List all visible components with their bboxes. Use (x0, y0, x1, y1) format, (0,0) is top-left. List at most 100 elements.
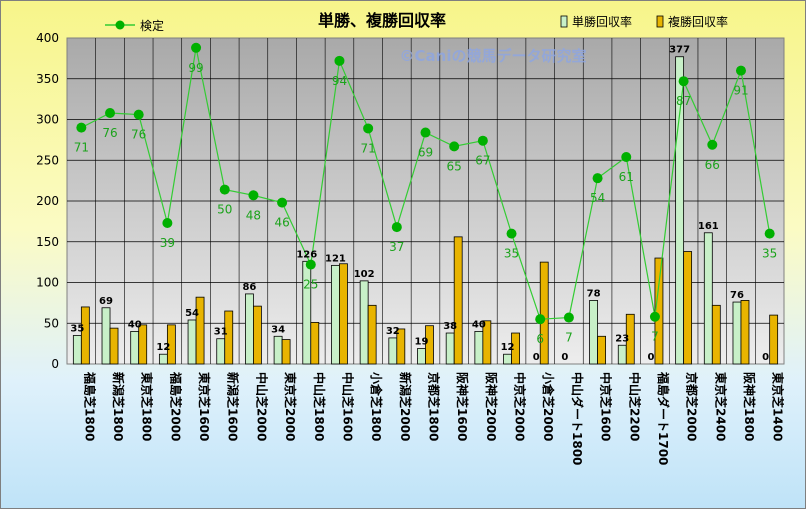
bar-place (511, 332, 520, 365)
marker-check (449, 141, 460, 152)
marker-check (477, 135, 488, 146)
bar-win (187, 319, 197, 365)
bar-win (158, 353, 168, 365)
marker-check (735, 65, 746, 76)
data-label-check: 35 (504, 247, 519, 261)
legend-marker-icon (115, 20, 125, 30)
data-label-check: 25 (303, 278, 318, 292)
legend-label-win: 単勝回収率 (572, 14, 632, 29)
bar-win (675, 56, 685, 365)
marker-check (277, 197, 288, 208)
data-label-check: 54 (590, 191, 605, 205)
data-label-win: 86 (242, 282, 256, 293)
bar-place (253, 305, 262, 365)
x-tick-label: 中山芝1800 (312, 372, 327, 441)
bar-place (769, 314, 779, 365)
x-tick-label: 中山芝2200 (627, 372, 642, 441)
x-tick-label: 東京芝1800 (140, 372, 155, 441)
x-tick-label: 小倉芝2000 (541, 372, 556, 441)
legend: 検定 単勝回収率 複勝回収率 (105, 14, 728, 33)
data-label-check: 37 (389, 240, 404, 254)
bar-win (216, 338, 226, 365)
legend-swatch-place (656, 15, 664, 28)
marker-check (334, 55, 345, 66)
marker-check (248, 190, 259, 201)
x-tick-label: 東京芝2400 (713, 372, 728, 441)
data-label-check: 71 (74, 141, 89, 155)
data-label-win: 31 (214, 327, 228, 338)
data-label-win: 12 (501, 342, 515, 353)
data-label-win: 126 (296, 249, 317, 260)
marker-check (621, 151, 632, 162)
x-tick-label: 小倉芝1800 (369, 372, 384, 441)
marker-check (105, 107, 116, 118)
data-label-win: 34 (271, 324, 285, 335)
data-label-win: 76 (730, 290, 744, 301)
bar-place (597, 335, 606, 365)
marker-check (162, 218, 173, 229)
bar-win (417, 348, 426, 365)
bar-place (396, 328, 406, 365)
bar-win (331, 264, 340, 365)
marker-check (191, 42, 202, 53)
data-label-check: 76 (102, 126, 117, 140)
bar-win (359, 280, 369, 365)
data-label-win: 35 (70, 323, 84, 334)
bar-win (503, 353, 512, 365)
x-tick-label: 新潟芝2000 (398, 372, 413, 441)
chart-title: 単勝、複勝回収率 (318, 11, 446, 30)
data-label-win: 40 (472, 319, 486, 330)
x-tick-label: 新潟芝1600 (226, 372, 241, 441)
bar-win (589, 300, 598, 365)
bar-place (625, 313, 635, 365)
bars-layer (72, 56, 779, 365)
marker-check (764, 228, 775, 239)
bar-win (388, 337, 398, 365)
y-tick-label: 250 (36, 153, 59, 167)
data-label-check: 50 (217, 203, 232, 217)
bar-win (101, 307, 111, 365)
data-label-win: 0 (647, 352, 654, 363)
marker-check (649, 311, 660, 322)
x-tick-label: 中山芝1600 (340, 372, 355, 441)
bar-place (539, 261, 549, 365)
data-label-check: 71 (360, 141, 375, 155)
data-label-win: 0 (533, 352, 540, 363)
x-tick-label: 京都芝2000 (685, 372, 700, 441)
x-tick-label: 阪神芝2000 (484, 372, 499, 441)
marker-check (76, 122, 87, 133)
legend-label-place: 複勝回収率 (668, 14, 728, 29)
x-tick-label: 京都芝1800 (427, 372, 442, 441)
bar-place (80, 306, 90, 365)
data-label-win: 121 (325, 253, 346, 264)
data-label-win: 23 (615, 333, 629, 344)
data-label-check: 66 (705, 158, 720, 172)
bar-place (138, 324, 148, 365)
bar-place (195, 296, 205, 365)
x-tick-label: 中山ダート1800 (570, 372, 585, 465)
x-tick-label: 東京芝1600 (197, 372, 212, 441)
data-label-check: 46 (274, 216, 289, 230)
data-label-check: 7 (651, 330, 659, 344)
data-label-check: 76 (131, 128, 146, 142)
y-tick-label: 300 (36, 113, 59, 127)
x-tick-label: 中京芝1600 (599, 372, 614, 441)
data-label-win: 161 (698, 221, 719, 232)
marker-check (535, 314, 546, 325)
y-tick-label: 0 (51, 357, 59, 371)
watermark: ©Caniの競馬データ研究室 (400, 47, 587, 65)
bar-win (445, 332, 455, 365)
data-label-win: 12 (156, 342, 170, 353)
y-tick-label: 150 (36, 235, 59, 249)
bar-place (310, 322, 320, 365)
data-label-check: 6 (536, 332, 544, 346)
x-tick-label: 阪神芝1800 (742, 372, 757, 441)
data-label-win: 0 (762, 352, 769, 363)
line-layer (76, 42, 775, 325)
bar-place (711, 304, 721, 365)
data-label-win: 32 (386, 326, 400, 337)
data-label-check: 65 (447, 159, 462, 173)
marker-check (506, 228, 517, 239)
